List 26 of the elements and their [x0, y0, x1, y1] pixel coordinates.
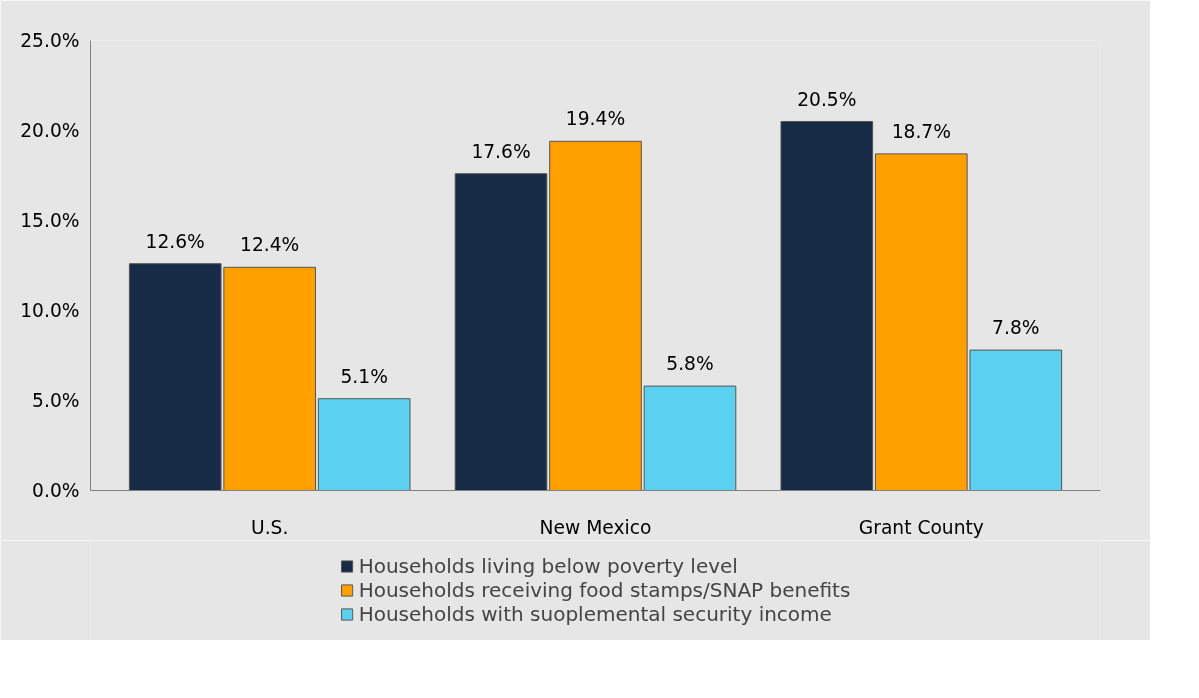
data-label: 12.6% — [145, 230, 205, 252]
x-tick-label: New Mexico — [539, 516, 652, 538]
bar — [549, 140, 642, 491]
data-label: 20.5% — [797, 88, 857, 110]
data-label: 19.4% — [565, 108, 626, 130]
data-label: 18.7% — [891, 120, 951, 142]
bar — [780, 121, 874, 491]
x-tick-label: U.S. — [251, 516, 289, 538]
y-tick-label: 5.0% — [32, 390, 80, 411]
bar — [317, 398, 411, 491]
data-label: 12.4% — [240, 234, 300, 256]
y-tick-label: 15.0% — [20, 210, 80, 231]
bar — [454, 173, 548, 491]
legend-label: Households receiving food stamps/SNAP benefits — [358, 578, 851, 602]
legend-label: Households with suoplemental security income — [358, 602, 832, 626]
data-label: 5.1% — [340, 365, 388, 387]
x-tick-label: Grant County — [858, 516, 984, 538]
y-tick-label: 0.0% — [32, 480, 80, 501]
data-label: 7.8% — [992, 317, 1040, 339]
y-tick-label: 10.0% — [20, 300, 80, 321]
data-label: 5.8% — [666, 353, 714, 375]
legend-label: Households living below poverty level — [358, 554, 738, 578]
y-tick-label: 25.0% — [20, 30, 80, 51]
y-tick-label: 20.0% — [20, 120, 80, 141]
bar — [643, 385, 737, 491]
data-label: 17.6% — [471, 140, 531, 162]
